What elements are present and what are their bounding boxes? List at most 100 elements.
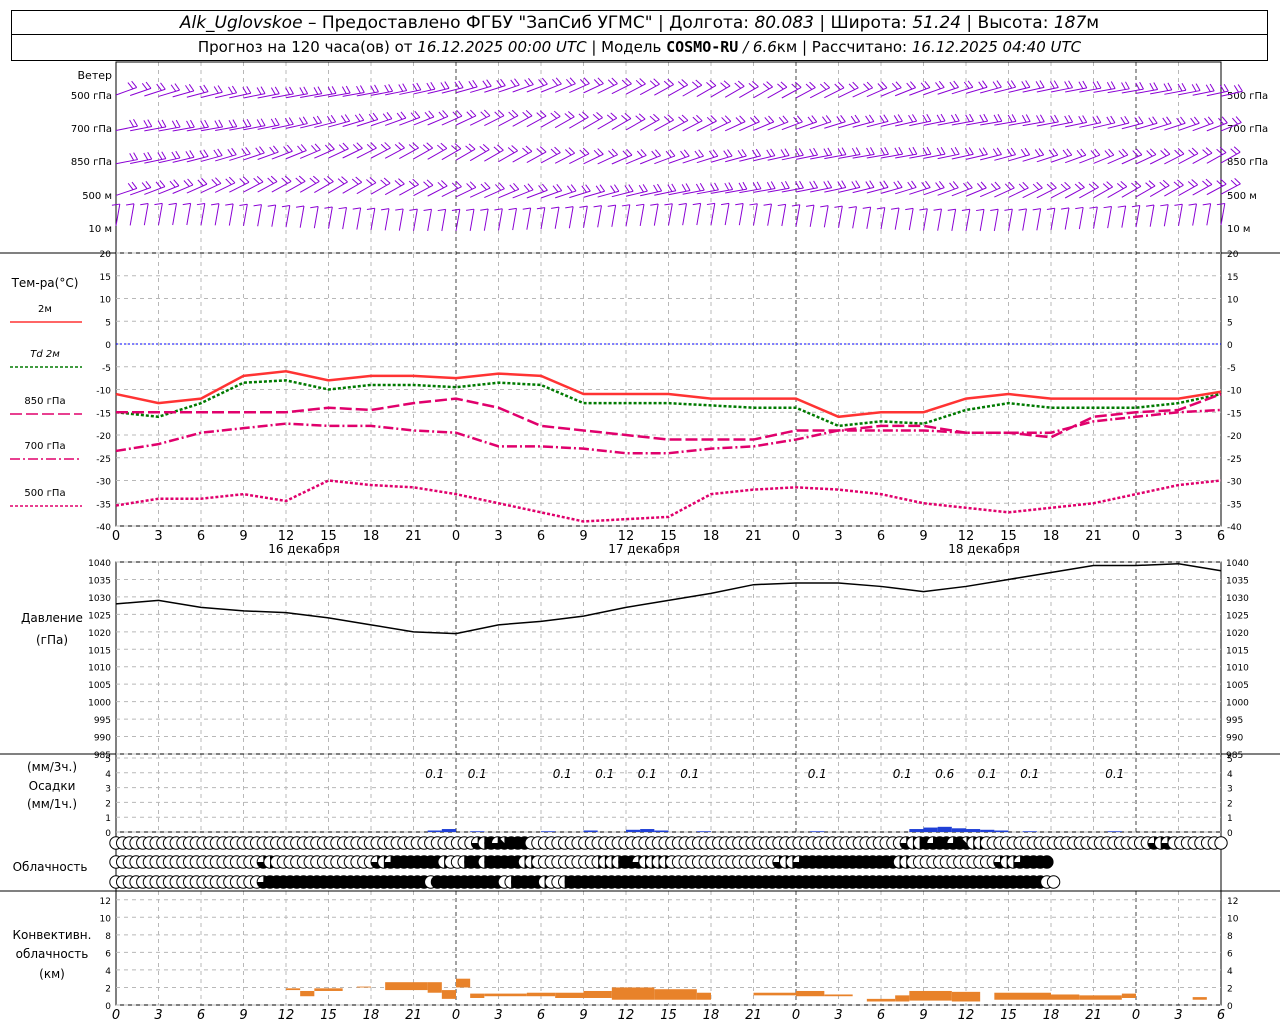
wind-barb-shaft [852,121,875,128]
wind-barb-flag [567,185,573,193]
wind-barb-flag [493,146,501,153]
wind-barb [866,146,889,159]
wind-barb [239,203,248,226]
wind-barb-flag [624,185,630,193]
wind-barb [650,203,659,226]
wind-barb-flag [994,181,1001,189]
wind-barb-flag [940,146,946,155]
wind-barb [909,113,932,127]
wind-barb-flag [283,146,290,154]
temp-ytick-right: -25 [1227,455,1242,465]
wind-barb [399,178,419,196]
wind-barb-flag [613,184,620,192]
precip-plot: 5 54 43 32 21 10 0(мм/3ч.)Осадки(мм/1ч.)0.1 0.1… [27,755,1233,839]
wind-barb-flag [870,147,875,155]
wind-barb-flag [982,80,988,88]
precip-ytick: 2 [105,799,111,809]
wind-barb-shaft [172,126,195,132]
wind-barb-flag [607,204,616,207]
wind-barb-flag [231,85,238,94]
wind-barb-shaft [1192,184,1213,196]
wind-barb-flag [1219,146,1227,153]
wind-barb-shaft [384,183,405,196]
wind-barb-shaft [299,180,320,193]
conv-bar [866,998,896,1002]
wind-barb [494,208,503,231]
wind-barb-shaft [866,87,888,98]
wind-barb-flag [412,83,418,91]
wind-barb-shaft [455,86,478,94]
wind-barb [607,204,617,227]
wind-barb-shaft [285,180,306,193]
wind-barb [229,147,251,161]
wind-barb-flag [175,150,181,159]
wind-barb [512,110,533,127]
wind-barb-flag [595,185,602,193]
wind-barb-flag [351,178,359,185]
conv-ytick-right: 6 [1227,949,1233,959]
wind-barb [455,181,477,198]
wind-barb-flag [312,116,319,124]
wind-barb-flag [954,113,960,122]
wind-barb-shaft [328,206,333,229]
wind-barb-flag [1110,115,1116,124]
precip-bar [810,831,825,832]
wind-barb-flag [274,86,280,95]
wind-barb-flag [451,145,458,152]
wind-barb-shaft [909,187,931,195]
wind-barb [253,204,262,227]
wind-barb-flag [820,83,827,90]
pressure-yunit: (гПа) [36,633,68,647]
wind-barb-flag [416,82,422,91]
wind-barb-shaft [469,187,491,198]
wind-barb-flag [893,181,899,189]
wind-barb-shaft [1079,154,1101,164]
wind-barb-flag [579,79,587,86]
wind-barb-shaft [342,181,362,194]
model-name: COSMO-RU [666,38,739,56]
wind-barb-shaft [710,203,716,226]
wind-barb [1160,204,1169,227]
wind-barb-shaft [1079,186,1099,199]
temp-xtick: 9 [579,529,587,544]
wind-barb-shaft [668,203,673,226]
wind-barb-flag [895,81,902,89]
wind-barb [639,149,661,165]
conv-bar [1079,995,1122,1000]
wind-barb [654,149,676,165]
precip-3h-label: 0.1 [808,767,827,781]
wind-barb-flag [881,81,888,89]
precip-ytick: 3 [105,785,111,795]
wind-barb [866,81,888,98]
precip-bar [966,829,981,832]
wind-barb-flag [303,86,309,95]
conv-bar [895,995,910,1002]
wind-barb-flag [827,180,833,188]
wind-barb-flag [1096,115,1102,123]
wind-barb-flag [494,208,503,211]
wind-barb [395,208,404,231]
wind-barb-shaft [795,187,818,193]
wind-barb-flag [976,208,985,212]
wind-barb-flag [274,117,280,126]
wind-barb-shaft [753,86,773,99]
wind-barb-flag [806,204,815,207]
wind-barb-flag [500,78,506,86]
wind-barb-flag [227,149,233,157]
wind-barb-flag [696,114,703,122]
precip-bar [541,831,556,832]
conv-bar [356,986,371,988]
wind-barb-flag [155,181,162,189]
wind-barb [1135,148,1157,165]
wind-barb-flag [651,150,658,158]
wind-barb-flag [855,147,861,155]
wind-barb-flag [1162,117,1168,125]
wind-barb-flag [1110,81,1116,89]
wind-barb-shaft [1135,205,1141,228]
wind-barb-flag [1193,116,1200,124]
temp-xtick: 6 [537,529,545,544]
wind-barb-flag [1117,205,1126,208]
temp-ytick-right: 15 [1227,273,1238,283]
wind-barb-flag [127,183,134,190]
wind-barb-flag [706,81,713,88]
